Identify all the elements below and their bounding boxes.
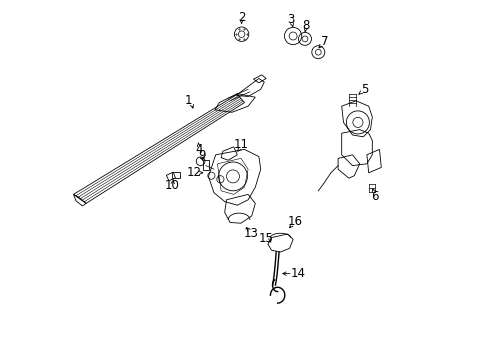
Text: 1: 1 bbox=[184, 94, 192, 107]
Text: 3: 3 bbox=[287, 13, 294, 26]
Text: 10: 10 bbox=[165, 179, 180, 192]
Text: 7: 7 bbox=[320, 35, 327, 48]
Text: 9: 9 bbox=[198, 149, 205, 162]
Text: 15: 15 bbox=[258, 232, 273, 245]
Text: 5: 5 bbox=[360, 83, 367, 96]
Text: 16: 16 bbox=[287, 215, 302, 228]
Text: 2: 2 bbox=[237, 11, 245, 24]
Text: 14: 14 bbox=[290, 267, 305, 280]
Text: 6: 6 bbox=[370, 190, 378, 203]
Text: 11: 11 bbox=[234, 138, 248, 151]
Text: 8: 8 bbox=[302, 19, 309, 32]
Text: 12: 12 bbox=[186, 166, 201, 179]
Text: 4: 4 bbox=[195, 143, 203, 156]
Text: 13: 13 bbox=[243, 227, 258, 240]
